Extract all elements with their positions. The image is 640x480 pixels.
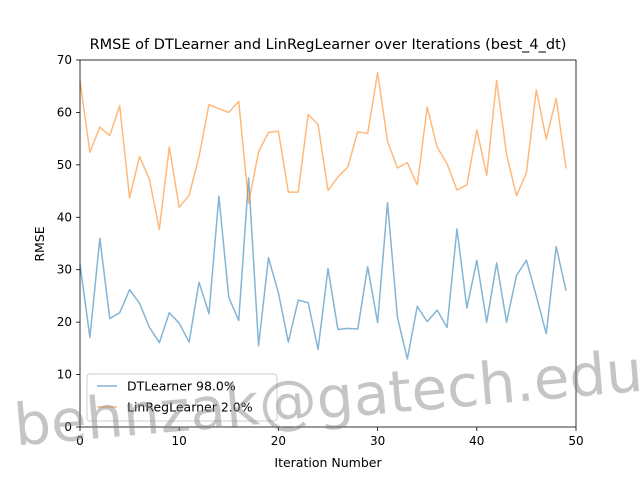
legend-label-1: LinRegLearner 2.0% <box>127 400 253 415</box>
x-tick-label: 40 <box>469 434 484 448</box>
y-tick-label: 0 <box>64 420 72 434</box>
series-line-0 <box>79 177 567 360</box>
y-tick-label: 70 <box>57 53 72 67</box>
legend-label-0: DTLearner 98.0% <box>127 379 236 394</box>
y-tick-label: 20 <box>57 315 72 329</box>
legend: DTLearner 98.0% LinRegLearner 2.0% <box>86 373 278 422</box>
y-tick-label: 40 <box>57 210 72 224</box>
y-tick-label: 60 <box>57 105 72 119</box>
x-tick-label: 10 <box>172 434 187 448</box>
plot-area: 0 10 20 30 40 50 0 10 20 30 40 50 60 70 <box>57 53 584 448</box>
x-tick-label: 0 <box>76 434 84 448</box>
y-tick-label: 10 <box>57 368 72 382</box>
x-tick-label: 20 <box>271 434 286 448</box>
x-axis-label: Iteration Number <box>274 455 382 470</box>
y-axis-label: RMSE <box>32 226 47 261</box>
chart-title: RMSE of DTLearner and LinRegLearner over… <box>90 37 567 53</box>
watermark-text: behnzak@gatech.edu <box>11 337 640 460</box>
axes-frame <box>79 59 577 428</box>
y-tick-label: 30 <box>57 263 72 277</box>
x-tick-label: 30 <box>370 434 385 448</box>
series-line-1 <box>79 71 567 231</box>
x-tick-label: 50 <box>568 434 583 448</box>
legend-box <box>86 373 278 422</box>
y-tick-label: 50 <box>57 158 72 172</box>
